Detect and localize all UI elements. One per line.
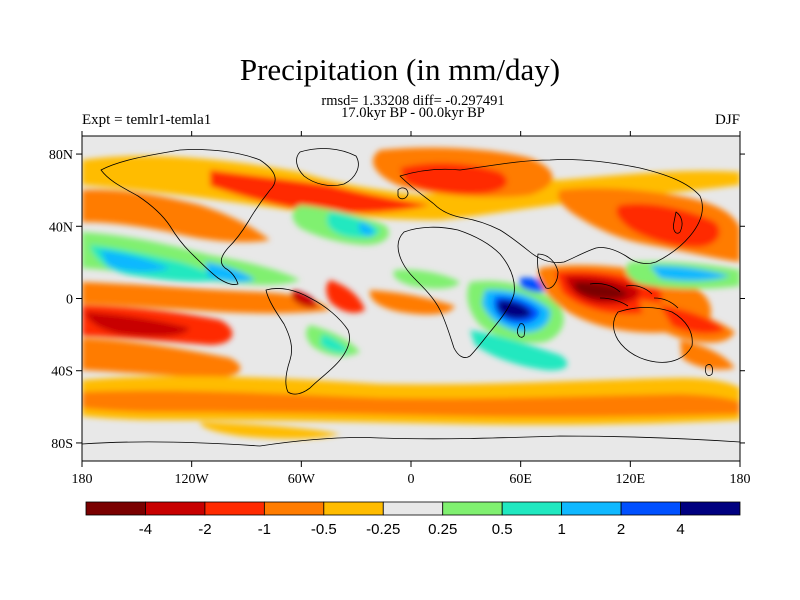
experiment-label: Expt = temlr1-temla1	[82, 112, 212, 128]
precip-anomaly-region	[660, 305, 725, 334]
map-panel: 180 120W 60W 0 60E 120E 180 80N 40N 0 40S 80S	[49, 131, 751, 487]
coastline-british-isles	[397, 187, 409, 200]
colorbar-label: -0.25	[366, 521, 400, 538]
precip-anomaly-region	[400, 163, 508, 195]
precip-anomaly-region	[616, 203, 720, 248]
y-tick-label: 80S	[51, 437, 73, 452]
x-tick-label: 180	[72, 472, 93, 487]
colorbar-swatch	[680, 501, 741, 516]
colorbar-swatch	[145, 501, 206, 516]
colorbar-label: 1	[557, 521, 565, 538]
colorbar-label: 0.25	[428, 521, 457, 538]
precip-anomaly-region	[82, 338, 241, 378]
precip-anomaly-region	[574, 281, 628, 299]
colorbar-swatch	[204, 501, 265, 516]
precip-anomaly-region	[369, 290, 455, 315]
map-axes: 180 120W 60W 0 60E 120E 180 80N 40N 0 40S 80S	[49, 131, 751, 487]
precip-anomaly-region	[82, 390, 740, 417]
season-label: DJF	[714, 112, 740, 128]
colorbar: -4 -2 -1 -0.5 -0.25 0.25 0.5 1 2 4	[85, 501, 741, 538]
colorbar-label: -4	[139, 521, 152, 538]
x-tick-label: 60E	[509, 472, 532, 487]
coastline-africa	[397, 226, 515, 358]
x-tick-label: 120W	[175, 472, 210, 487]
precip-anomaly-region	[650, 265, 730, 281]
precip-anomaly-region	[497, 300, 532, 319]
coastlines	[82, 148, 740, 447]
colorbar-swatch	[442, 501, 503, 516]
colorbar-labels: -4 -2 -1 -0.5 -0.25 0.25 0.5 1 2 4	[139, 521, 685, 538]
colorbar-label: 0.5	[492, 521, 513, 538]
colorbar-swatch	[620, 501, 681, 516]
colorbar-swatch	[501, 501, 563, 516]
precip-anomaly-region	[326, 280, 365, 313]
coastline-new-zealand	[705, 364, 713, 376]
precip-anomaly-region	[320, 334, 348, 353]
y-tick-label: 40N	[49, 220, 73, 235]
precip-anomaly-region	[82, 155, 740, 220]
x-tick-label: 60W	[288, 472, 316, 487]
plot-title: Precipitation (in mm/day)	[239, 52, 561, 87]
colorbar-swatch	[561, 501, 622, 516]
coastline-maritime-continent	[589, 283, 679, 309]
precip-anomaly-region	[520, 277, 548, 293]
coastline-greenland	[296, 148, 359, 186]
y-tick-label: 0	[66, 293, 73, 308]
precip-anomaly-region	[292, 290, 318, 308]
y-tick-label: 40S	[51, 365, 73, 380]
coastline-australia	[613, 307, 693, 363]
x-tick-label: 0	[408, 472, 415, 487]
coastline-india	[537, 253, 559, 289]
precip-anomaly-region	[470, 330, 568, 371]
coastline-north-america	[100, 149, 276, 285]
precip-anomaly-region	[100, 250, 170, 272]
y-tick-label: 80N	[49, 148, 73, 163]
coastline-eurasia	[399, 159, 703, 264]
colorbar-label: -1	[258, 521, 271, 538]
stats-line: rmsd= 1.33208 diff= -0.297491	[321, 93, 505, 109]
precip-anomaly-region	[200, 422, 340, 439]
colorbar-label: 2	[617, 521, 625, 538]
colorbar-label: 4	[676, 521, 684, 538]
period-line: 17.0kyr BP - 00.0kyr BP	[341, 105, 485, 121]
colorbar-swatches	[85, 501, 741, 516]
precip-anomaly-region	[82, 282, 330, 314]
precip-anomaly-region	[85, 312, 190, 337]
precip-anomaly-region	[82, 189, 270, 243]
colorbar-swatch	[323, 501, 384, 516]
colorbar-swatch	[263, 501, 325, 516]
coastline-japan	[673, 211, 683, 234]
precip-anomaly-region	[358, 222, 374, 236]
precip-field	[82, 147, 740, 439]
x-tick-label: 180	[730, 472, 751, 487]
coastline-antarctica	[82, 435, 740, 447]
colorbar-label: -0.5	[311, 521, 337, 538]
precip-anomaly-region	[210, 170, 430, 214]
x-tick-label: 120E	[616, 472, 646, 487]
colorbar-label: -2	[198, 521, 211, 538]
colorbar-swatch	[382, 501, 444, 516]
coastline-madagascar	[517, 323, 526, 338]
precip-anomaly-region	[680, 340, 735, 370]
coastline-south-america	[265, 288, 350, 395]
colorbar-swatch	[85, 501, 146, 516]
